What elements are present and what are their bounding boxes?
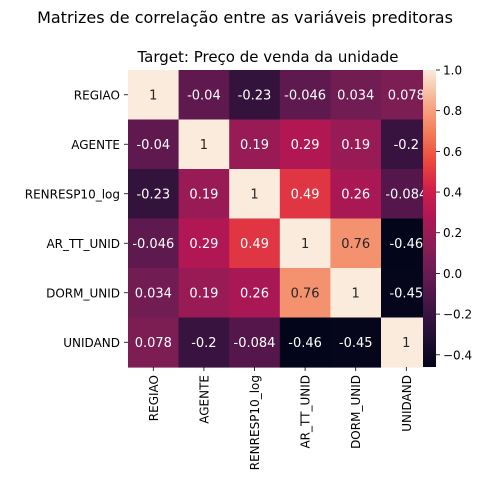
row-tick-label: AR_TT_UNID: [46, 237, 120, 251]
heatmap-cell: [178, 218, 230, 269]
heatmap-cell: [279, 70, 331, 121]
heatmap-cell: [128, 169, 180, 220]
cell-annotation: -0.084: [385, 187, 427, 202]
heatmap-cell: [178, 317, 230, 368]
heatmap-cell: [279, 169, 331, 220]
cell-annotation: 0.29: [189, 237, 218, 252]
heatmap-cell: [128, 218, 180, 269]
cell-annotation: 0.76: [341, 237, 370, 252]
heatmap-cell: [128, 119, 180, 170]
heatmap-cell: [330, 317, 382, 368]
colorbar-tick-label: 0.2: [443, 226, 462, 240]
heatmap-cell: [330, 70, 382, 121]
heatmap-cell: [229, 218, 281, 269]
cell-annotation: 1: [352, 286, 360, 301]
heatmap-cell: [229, 119, 281, 170]
cell-annotation: 0.034: [337, 88, 374, 103]
heatmap-cell: [279, 218, 331, 269]
colorbar-tick-label: −0.2: [443, 308, 472, 322]
cell-annotation: -0.084: [234, 336, 276, 351]
heatmap-cell: [330, 169, 382, 220]
cell-annotation: 1: [301, 237, 309, 252]
cell-annotation: 0.19: [240, 138, 269, 153]
cell-annotation: 0.078: [135, 336, 172, 351]
heatmap-cell: [279, 268, 331, 319]
cell-annotation: -0.046: [284, 88, 326, 103]
heatmap-cell: [229, 70, 281, 121]
cell-annotation: 1: [402, 336, 410, 351]
chart-title: Target: Preço de venda da unidade: [136, 48, 398, 66]
cell-annotation: -0.45: [339, 336, 373, 351]
heatmap-cell: [178, 169, 230, 220]
chart-suptitle: Matrizes de correlação entre as variávei…: [37, 8, 453, 27]
column-tick-label: AR_TT_UNID: [299, 375, 313, 449]
colorbar-tick-label: 0.0: [443, 267, 462, 281]
heatmap-cell: [128, 268, 180, 319]
cell-annotation: -0.45: [389, 286, 423, 301]
colorbar-tick-label: 1.0: [443, 64, 462, 78]
cell-annotation: -0.2: [394, 138, 419, 153]
column-tick-label: RENRESP10_log: [248, 375, 262, 470]
column-tick-label: DORM_UNID: [349, 375, 363, 449]
cell-annotation: -0.04: [136, 138, 170, 153]
column-tick-label: UNIDAND: [400, 375, 414, 432]
cell-annotation: 0.19: [189, 286, 218, 301]
cell-annotation: -0.2: [191, 336, 216, 351]
heatmap-cell: [128, 70, 180, 121]
heatmap-cell: [330, 268, 382, 319]
row-tick-label: DORM_UNID: [46, 286, 120, 300]
colorbar-tick-label: 0.6: [443, 145, 462, 159]
row-tick-labels: REGIAO AGENTE RENRESP10_log AR_TT_UNID DORM_…: [25, 88, 128, 350]
cell-annotation: 0.76: [291, 286, 320, 301]
heatmap-cell: [128, 317, 180, 368]
cell-annotation: -0.04: [187, 88, 221, 103]
cell-annotation: -0.23: [136, 187, 170, 202]
row-tick-label: UNIDAND: [63, 336, 120, 350]
cell-annotation: 0.19: [189, 187, 218, 202]
column-tick-labels: REGIAO AGENTE RENRESP10_log AR_TT_UNID DORM_…: [147, 367, 414, 470]
colorbar-gradient: [423, 70, 436, 367]
heatmap-cell: [279, 119, 331, 170]
cell-annotation: 0.49: [291, 187, 320, 202]
cell-annotation: -0.23: [238, 88, 272, 103]
cell-annotation: -0.46: [288, 336, 322, 351]
row-tick-label: REGIAO: [74, 88, 120, 102]
cell-annotation: 0.078: [388, 88, 425, 103]
colorbar-tick-label: 0.8: [443, 104, 462, 118]
column-tick-label: REGIAO: [147, 375, 161, 421]
heatmap-cell: [178, 70, 230, 121]
colorbar: −0.4 −0.2 0.0 0.2 0.4 0.6 0.8 1.0: [423, 64, 472, 367]
heatmap-cell: [178, 119, 230, 170]
row-tick-label: RENRESP10_log: [25, 187, 120, 201]
cell-annotation: 0.29: [291, 138, 320, 153]
cell-annotation: 0.034: [135, 286, 172, 301]
cell-annotation: 1: [250, 187, 258, 202]
cell-annotation: 0.26: [240, 286, 269, 301]
cell-annotation: -0.46: [389, 237, 423, 252]
heatmap-cell: [330, 119, 382, 170]
row-tick-label: AGENTE: [71, 138, 120, 152]
heatmap-cell: [178, 268, 230, 319]
colorbar-tick-label: 0.4: [443, 186, 462, 200]
cell-annotation: 1: [200, 138, 208, 153]
column-tick-label: AGENTE: [197, 375, 211, 424]
heatmap-cell: [229, 169, 281, 220]
heatmap-cell: [330, 218, 382, 269]
cell-annotation: 0.49: [240, 237, 269, 252]
cell-annotation: 0.26: [341, 187, 370, 202]
heatmap-cell: [279, 317, 331, 368]
heatmap-cells: 1 -0.04 -0.23 -0.046 0.034 0.078 -0.04 1 0.19 0.2…: [128, 70, 433, 368]
cell-annotation: 0.19: [341, 138, 370, 153]
cell-annotation: -0.046: [132, 237, 174, 252]
colorbar-tick-label: −0.4: [443, 348, 472, 362]
heatmap-cell: [229, 317, 281, 368]
cell-annotation: 1: [149, 88, 157, 103]
heatmap-cell: [229, 268, 281, 319]
